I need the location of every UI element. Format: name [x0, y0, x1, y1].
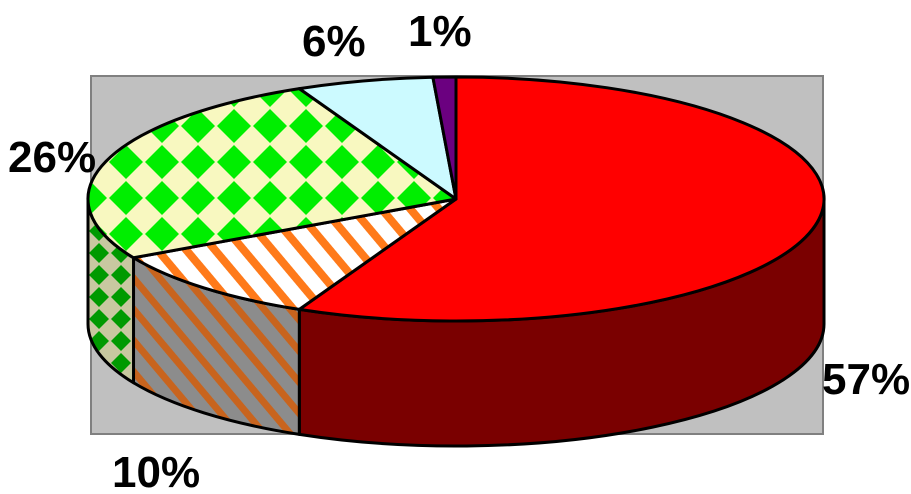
slice-top-2 [86, 87, 458, 260]
slice-label-1: 1% [408, 7, 472, 56]
slice-top-1 [132, 197, 458, 311]
slice-label-57: 57% [822, 355, 910, 404]
slice-top-0 [297, 75, 826, 323]
slice-label-10: 10% [112, 448, 200, 494]
pie-tops [86, 75, 826, 323]
slice-label-26: 26% [8, 133, 96, 182]
slice-top-3 [297, 75, 458, 201]
slice-label-6: 6% [302, 17, 366, 66]
slice-top-4 [431, 75, 458, 201]
